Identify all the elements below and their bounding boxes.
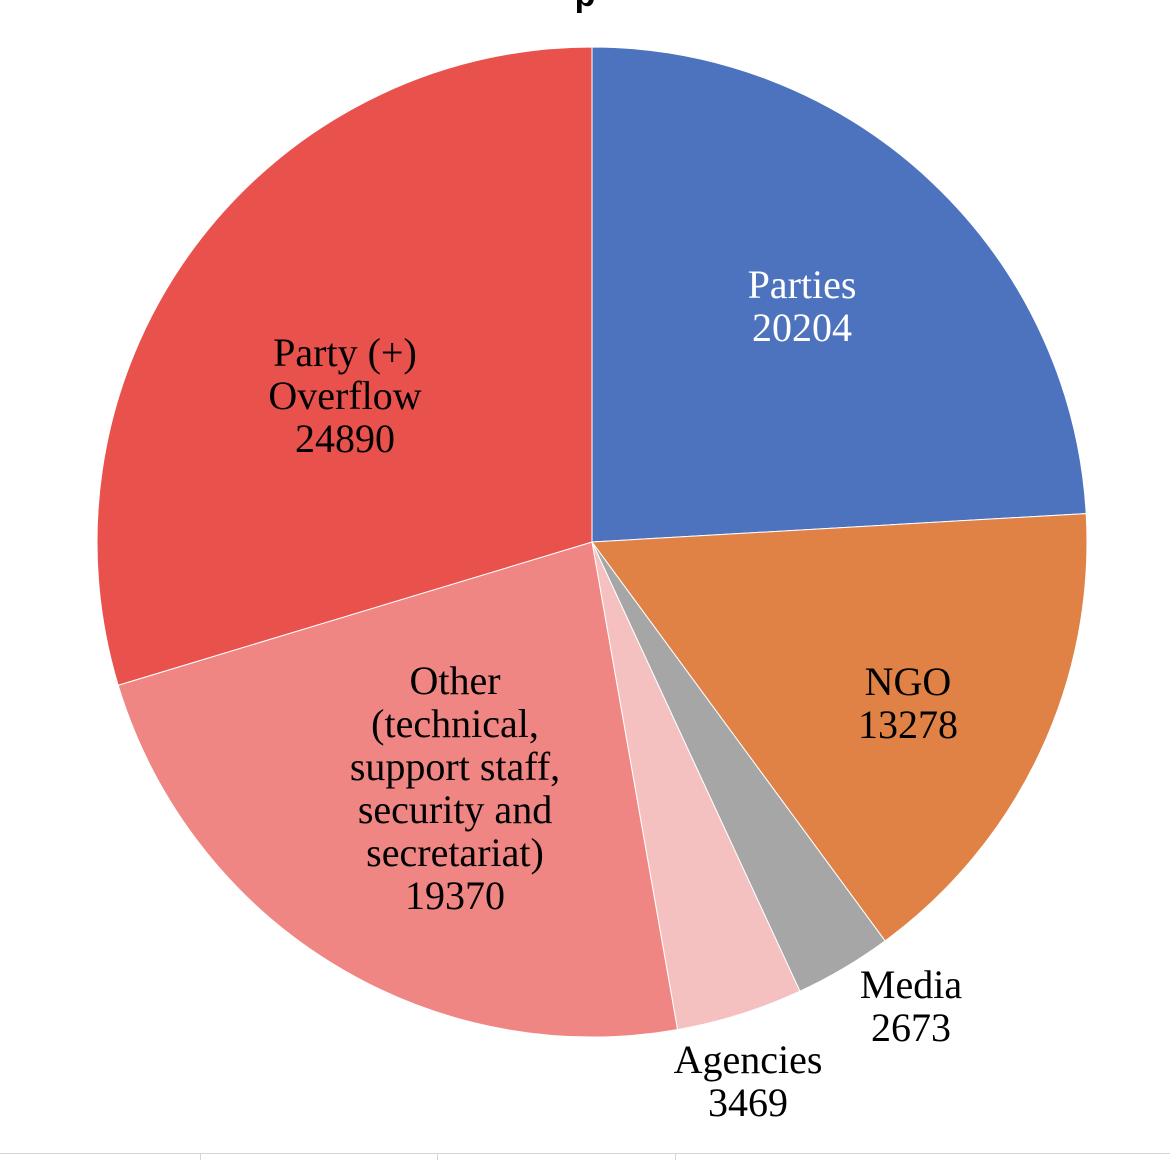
pie-label-text: (technical, [371, 701, 539, 746]
pie-label-value: 20204 [752, 305, 852, 350]
pie-label-value: 24890 [295, 416, 395, 461]
pie-labels: Parties 20204 NGO 13278 Media 2673 Agencies 346… [268, 262, 962, 1125]
pie-label-parties: Parties 20204 [748, 262, 857, 350]
pie-label-text: Party (+) [273, 330, 417, 375]
bottom-divider-tick [200, 1153, 201, 1160]
pie-label-text: support staff, [350, 744, 560, 789]
pie-slice-party [96, 46, 593, 686]
pie-slice-parties [591, 46, 1087, 543]
pie-label-media: Media 2673 [860, 962, 962, 1050]
bottom-divider [0, 1153, 1170, 1154]
bottom-divider-tick [675, 1153, 676, 1160]
pie-label-text: Overflow [268, 373, 421, 418]
pie-slices [96, 46, 1088, 1038]
bottom-divider-tick [437, 1153, 438, 1160]
pie-label-ngo: NGO 13278 [858, 659, 958, 747]
pie-label-text: Parties [748, 262, 857, 307]
pie-label-text: security and [358, 787, 552, 832]
pie-label-value: 19370 [405, 873, 505, 918]
chart-title-fragment: p [575, 0, 596, 14]
pie-label-agencies: Agencies 3469 [674, 1037, 823, 1125]
pie-slice-ngo [591, 513, 1088, 942]
pie-label-value: 2673 [871, 1005, 951, 1050]
pie-label-value: 13278 [858, 702, 958, 747]
pie-label-text: Media [860, 962, 962, 1007]
pie-label-text: secretariat) [366, 830, 544, 875]
pie-label-text: NGO [865, 659, 952, 704]
pie-label-text: Other [409, 658, 500, 703]
pie-label-other: Other (technical, support staff, security a… [350, 658, 560, 918]
pie-label-value: 3469 [708, 1080, 788, 1125]
pie-label-text: Agencies [674, 1037, 823, 1082]
pie-slice-other [117, 541, 679, 1038]
pie-label-party: Party (+) Overflow 24890 [268, 330, 421, 461]
